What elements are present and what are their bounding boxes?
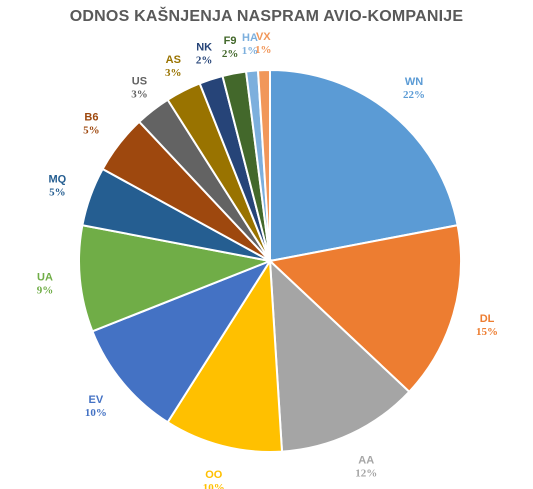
pie-slice-ua bbox=[78, 224, 274, 333]
slice-name-oo: OO bbox=[205, 469, 223, 481]
slice-name-nk: NK bbox=[196, 41, 212, 53]
slice-name-b6: B6 bbox=[84, 111, 98, 123]
slice-name-as: AS bbox=[166, 54, 181, 66]
slice-name-mq: MQ bbox=[48, 173, 66, 185]
pie-slice-dl bbox=[267, 224, 462, 394]
pie-slice-wn bbox=[269, 68, 459, 263]
pie-slice-aa bbox=[268, 258, 411, 453]
slice-name-ua: UA bbox=[37, 271, 53, 283]
slice-percent-ev: 10% bbox=[85, 407, 107, 419]
slice-percent-b6: 5% bbox=[83, 124, 100, 136]
slice-name-ev: EV bbox=[89, 394, 104, 406]
slice-percent-vx: 1% bbox=[255, 44, 272, 56]
pie-slice-oo bbox=[166, 257, 284, 453]
slice-name-f9: F9 bbox=[224, 35, 237, 47]
slice-label-as: AS3% bbox=[165, 54, 182, 79]
pie-slice-ev bbox=[91, 258, 273, 424]
slice-name-us: US bbox=[132, 76, 147, 88]
slice-percent-f9: 2% bbox=[222, 48, 239, 60]
chart-title: ODNOS KAŠNJENJA NASPRAM AVIO-KOMPANIJE bbox=[69, 8, 464, 25]
slice-percent-nk: 2% bbox=[196, 54, 213, 66]
slice-label-ha: HA1% bbox=[242, 32, 259, 57]
slice-name-dl: DL bbox=[480, 313, 495, 325]
slice-label-b6: B65% bbox=[83, 111, 100, 136]
slice-name-ha: HA bbox=[242, 32, 258, 44]
slice-percent-us: 3% bbox=[131, 89, 148, 101]
pie-slice-vx bbox=[256, 68, 271, 262]
slice-percent-wn: 22% bbox=[403, 89, 425, 101]
slice-label-mq: MQ5% bbox=[48, 173, 66, 198]
slice-label-ua: UA9% bbox=[37, 271, 54, 296]
slice-percent-as: 3% bbox=[165, 67, 182, 79]
slice-label-nk: NK2% bbox=[196, 41, 213, 66]
slice-percent-mq: 5% bbox=[49, 186, 66, 198]
slice-percent-ha: 1% bbox=[242, 45, 259, 57]
slice-percent-aa: 12% bbox=[355, 467, 377, 479]
slice-percent-ua: 9% bbox=[37, 284, 54, 296]
slice-label-f9: F92% bbox=[222, 35, 239, 60]
slice-name-aa: AA bbox=[358, 454, 374, 466]
slice-label-vx: VX1% bbox=[255, 31, 272, 56]
slice-name-wn: WN bbox=[405, 76, 423, 88]
slice-name-vx: VX bbox=[256, 31, 271, 43]
slice-percent-oo: 10% bbox=[203, 482, 225, 489]
slice-percent-dl: 15% bbox=[476, 326, 498, 338]
slice-label-us: US3% bbox=[131, 76, 148, 101]
